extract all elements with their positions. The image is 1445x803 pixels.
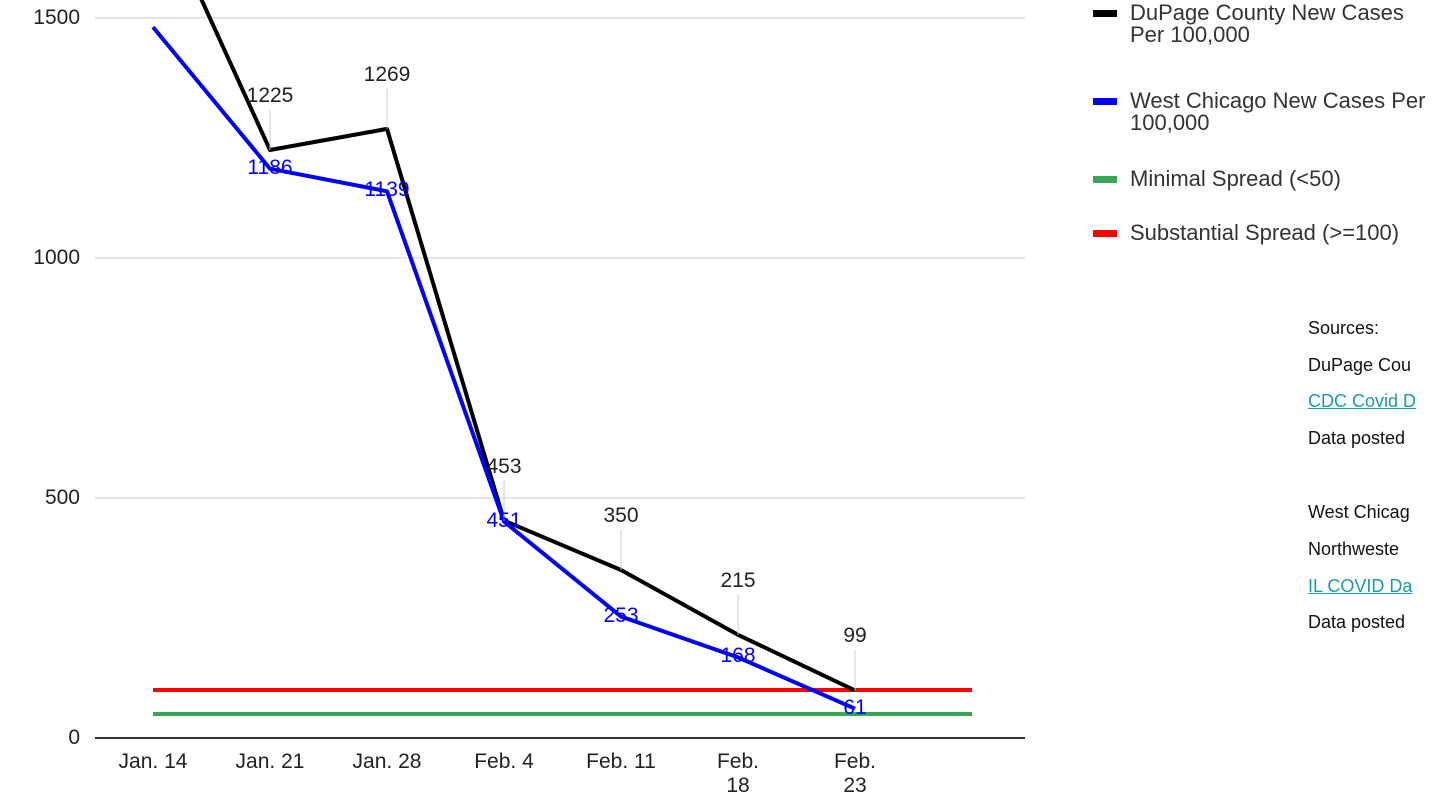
legend-swatch bbox=[1093, 98, 1117, 105]
data-label: 350 bbox=[603, 504, 639, 527]
x-tick-label: Jan. 14 bbox=[118, 750, 188, 773]
data-label: 1269 bbox=[363, 62, 411, 86]
data-label: 253 bbox=[603, 603, 639, 627]
legend-label: Substantial Spread (>=100) bbox=[1130, 220, 1400, 245]
source-text: West Chicag bbox=[1308, 502, 1410, 522]
legend-swatch bbox=[1093, 176, 1117, 183]
data-label: 1139 bbox=[364, 178, 410, 202]
source-text: Northweste bbox=[1308, 539, 1400, 559]
data-label: 1225 bbox=[246, 84, 294, 107]
legend-swatch bbox=[1093, 10, 1117, 17]
y-tick-label: 500 bbox=[44, 486, 80, 509]
sources-heading: Sources: bbox=[1308, 318, 1380, 338]
x-tick-label: Feb. 23 bbox=[833, 750, 877, 797]
source-text: Data posted bbox=[1308, 612, 1406, 632]
legend-label: DuPage County New Cases Per 100,000 bbox=[1130, 0, 1404, 47]
data-label: 61 bbox=[843, 695, 867, 719]
source-text: Data posted bbox=[1308, 428, 1406, 448]
data-label: 451 bbox=[486, 508, 522, 532]
legend-label: Minimal Spread (<50) bbox=[1130, 166, 1341, 191]
data-label: 168 bbox=[720, 644, 756, 668]
data-label: 453 bbox=[486, 454, 522, 478]
source-text: DuPage Cou bbox=[1308, 355, 1412, 375]
source-link: IL COVID Da bbox=[1308, 576, 1413, 596]
source-link: CDC Covid D bbox=[1308, 391, 1417, 411]
y-tick-label: 1500 bbox=[33, 6, 80, 29]
data-label: 99 bbox=[843, 624, 867, 648]
series-line bbox=[151, 25, 856, 711]
y-tick-label: 0 bbox=[68, 726, 80, 749]
x-tick-label: Jan. 21 bbox=[235, 750, 305, 773]
legend-swatch bbox=[1093, 230, 1117, 237]
x-tick-label: Feb. 18 bbox=[716, 750, 760, 797]
x-tick-label: Jan. 28 bbox=[352, 750, 422, 773]
legend-label: West Chicago New Cases Per 100,000 bbox=[1130, 88, 1426, 135]
data-label: 215 bbox=[720, 568, 756, 592]
x-tick-label: Feb. 4 bbox=[474, 750, 534, 773]
x-tick-label: Feb. 11 bbox=[586, 750, 656, 773]
data-label: 1186 bbox=[247, 155, 293, 179]
y-tick-label: 1000 bbox=[33, 246, 80, 269]
